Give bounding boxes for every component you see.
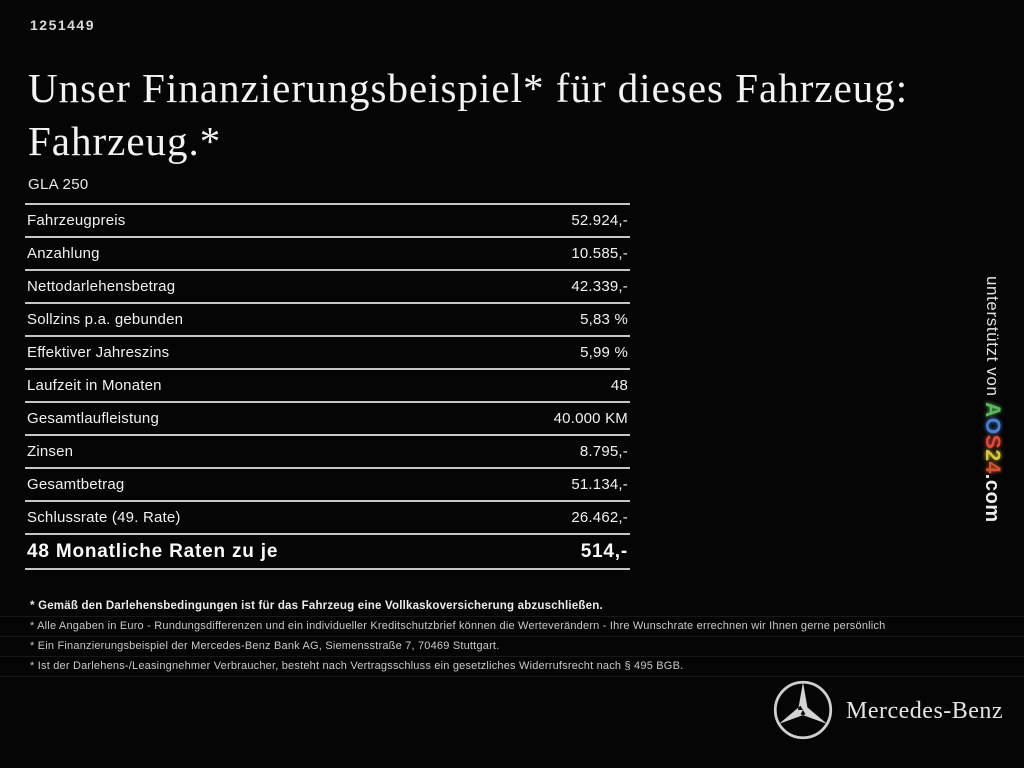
row-label: Effektiver Jahreszins [27, 344, 170, 361]
watermark-brand-letter: 2 [981, 449, 1004, 462]
total-row-label: 48 Monatliche Raten zu je [27, 540, 279, 562]
table-row: Nettodarlehensbetrag 42.339,- [25, 269, 630, 302]
row-label: Gesamtbetrag [27, 476, 125, 493]
row-value: 48 [610, 377, 628, 394]
watermark-suffix: .com [981, 473, 1003, 523]
table-row: Anzahlung 10.585,- [25, 236, 630, 269]
row-label: Fahrzeugpreis [27, 212, 126, 229]
row-value: 8.795,- [579, 443, 628, 460]
row-value: 26.462,- [571, 509, 628, 526]
row-label: Sollzins p.a. gebunden [27, 311, 184, 328]
row-label: Schlussrate (49. Rate) [27, 509, 181, 526]
row-value: 5,83 % [580, 311, 628, 328]
row-value: 42.339,- [571, 278, 628, 295]
table-row: Gesamtlaufleistung 40.000 KM [25, 401, 630, 434]
watermark-brand-letter: S [981, 434, 1004, 450]
footnote-line: * Gemäß den Darlehensbedingungen ist für… [0, 597, 1024, 617]
row-label: Gesamtlaufleistung [27, 410, 160, 427]
page-title-line1: Unser Finanzierungsbeispiel* für dieses … [28, 65, 909, 111]
finance-table: Fahrzeugpreis 52.924,- Anzahlung 10.585,- Ne… [25, 203, 630, 570]
table-row: Effektiver Jahreszins 5,99 % [25, 335, 630, 368]
mercedes-benz-wordmark: Mercedes-Benz [846, 698, 1004, 724]
row-value: 40.000 KM [553, 410, 628, 427]
vehicle-model-label: GLA 250 [28, 176, 89, 193]
watermark-brand-letter: A [981, 401, 1004, 418]
watermark-brand-letter: O [981, 417, 1004, 435]
row-value: 51.134,- [571, 476, 628, 493]
table-row: Gesamtbetrag 51.134,- [25, 467, 630, 500]
watermark-vertical-text: unterstützt von AOS24.com [980, 276, 1004, 523]
footnote-line: * Alle Angaben in Euro - Rundungsdiffere… [0, 617, 1024, 637]
footnote-line: * Ist der Darlehens-/Leasingnehmer Verbr… [0, 657, 1024, 677]
row-value: 5,99 % [580, 344, 628, 361]
table-row: Sollzins p.a. gebunden 5,83 % [25, 302, 630, 335]
mercedes-star-icon [773, 680, 833, 740]
row-label: Nettodarlehensbetrag [27, 278, 176, 295]
row-label: Zinsen [27, 443, 74, 460]
table-row: Schlussrate (49. Rate) 26.462,- [25, 500, 630, 533]
table-row: Laufzeit in Monaten 48 [25, 368, 630, 401]
table-row: Fahrzeugpreis 52.924,- [25, 203, 630, 236]
finance-table-total-row: 48 Monatliche Raten zu je 514,- [25, 533, 630, 570]
page-title-line2: Fahrzeug.* [28, 118, 222, 164]
watermark-prefix: unterstützt von [983, 276, 1002, 402]
watermark-brand-letter: 4 [981, 461, 1004, 474]
row-value: 10.585,- [571, 245, 628, 262]
footnote-line: * Ein Finanzierungsbeispiel der Mercedes… [0, 637, 1024, 657]
listing-id: 1251449 [30, 17, 96, 33]
row-label: Anzahlung [27, 245, 100, 262]
table-row: Zinsen 8.795,- [25, 434, 630, 467]
footnotes-block: * Gemäß den Darlehensbedingungen ist für… [0, 597, 1024, 677]
watermark-brand: AOS24 [981, 401, 1004, 474]
total-row-value: 514,- [580, 540, 628, 562]
page-title: Unser Finanzierungsbeispiel* für dieses … [28, 62, 908, 168]
finance-table-rows: Fahrzeugpreis 52.924,- Anzahlung 10.585,- Ne… [25, 203, 630, 533]
row-value: 52.924,- [571, 212, 628, 229]
row-label: Laufzeit in Monaten [27, 377, 162, 394]
